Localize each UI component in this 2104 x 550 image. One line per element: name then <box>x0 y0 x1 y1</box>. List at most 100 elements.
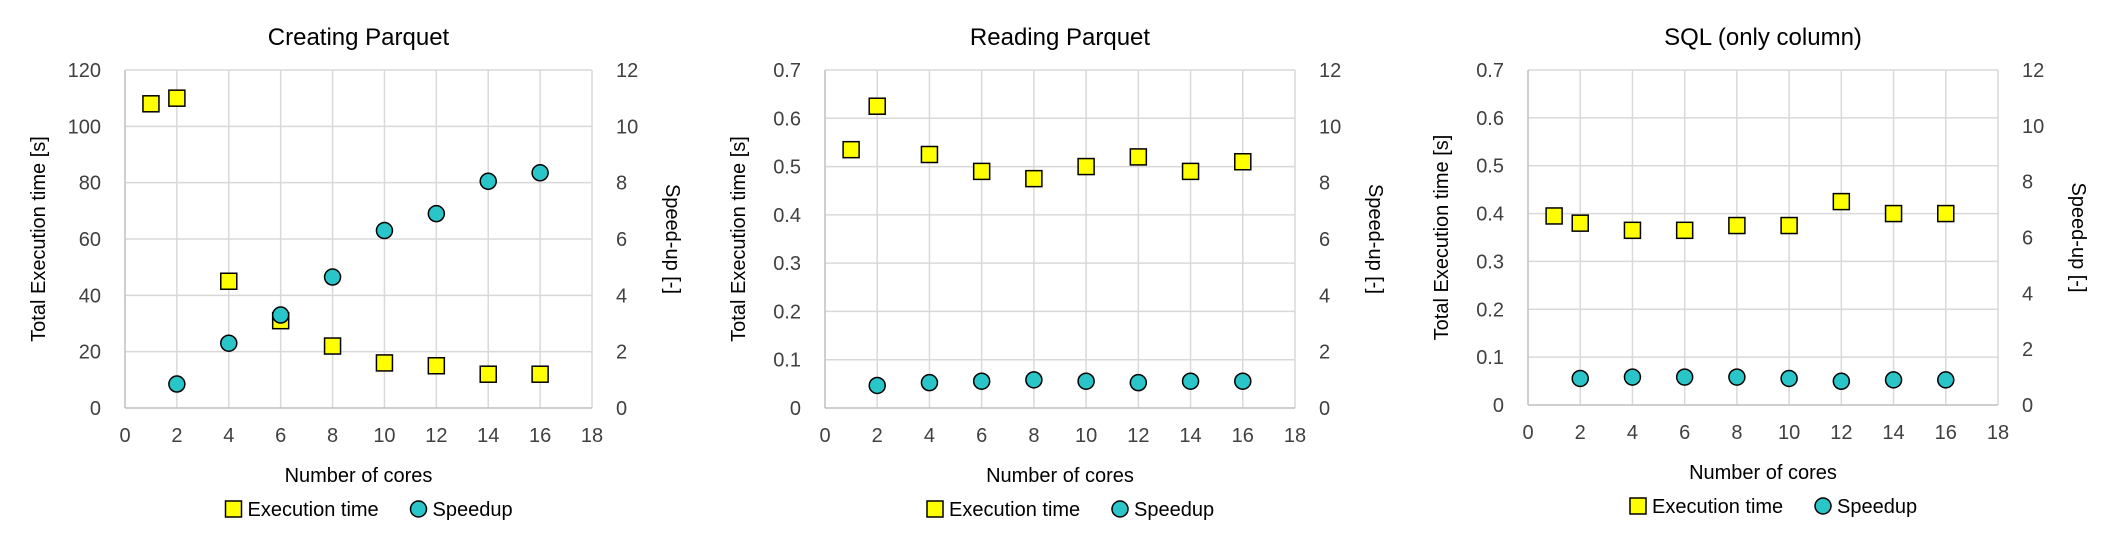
execution-time-point <box>1623 221 1642 240</box>
y2-tick-label: 8 <box>2022 172 2033 194</box>
legend-item: Speedup <box>1814 496 1917 518</box>
legend-item: Execution time <box>224 499 379 521</box>
speedup-point <box>1884 371 1903 389</box>
chart-panel-3: SQL (only column)0 2 4 6 8 10 12 14 16 1800.10.20… <box>1431 24 2089 518</box>
execution-time-point <box>868 97 886 115</box>
x-tick-label: 16 <box>1935 422 1957 444</box>
x-tick-label: 0 <box>819 425 830 447</box>
execution-time-point <box>972 162 991 181</box>
y2-tick-label: 4 <box>1319 285 1330 307</box>
y-axis-label: Total Execution time [s] <box>28 136 50 342</box>
y2-tick-label: 12 <box>1319 60 1341 82</box>
legend-square-marker <box>1629 497 1647 515</box>
y2-tick-label: 4 <box>616 285 627 307</box>
speedup-point <box>220 334 238 352</box>
execution-time-point <box>1545 207 1563 225</box>
y2-tick-label: 2 <box>2022 339 2033 361</box>
y-tick-label: 120 <box>68 60 101 82</box>
y2-tick-label: 8 <box>616 173 627 195</box>
x-axis-label: Number of cores <box>986 465 1134 487</box>
x-tick-label: 4 <box>223 425 234 447</box>
y2-tick-label: 6 <box>2022 228 2033 250</box>
y2-tick-label: 12 <box>616 60 638 82</box>
speedup-point <box>323 268 342 286</box>
speedup-point <box>375 221 394 240</box>
legend-item: Speedup <box>409 499 513 521</box>
y-tick-label: 0.4 <box>773 205 801 227</box>
y2-tick-labels: 0 2 4 6 8 10 12 <box>616 60 638 420</box>
legend-circle-marker <box>1814 497 1832 515</box>
x-tick-label: 0 <box>119 425 130 447</box>
x-axis-label: Number of cores <box>285 465 433 487</box>
speedup-point <box>868 376 886 395</box>
y2-tick-labels: 0 2 4 6 8 10 12 <box>1319 60 1341 420</box>
speedup-point <box>1832 372 1851 391</box>
execution-time-point <box>1728 216 1746 235</box>
speedup-point <box>427 204 446 223</box>
y2-axis-label: Speed-up [-] <box>2067 182 2089 292</box>
legend-label: Execution time <box>248 499 379 521</box>
y-tick-label: 40 <box>79 285 101 307</box>
y-tick-label: 20 <box>79 342 101 364</box>
x-tick-label: 6 <box>976 425 987 447</box>
x-tick-labels: 0 2 4 6 8 10 12 14 16 18 <box>819 425 1306 447</box>
y-tick-label: 100 <box>68 116 101 138</box>
execution-time-point <box>1675 221 1694 240</box>
speedup-point <box>1181 372 1200 390</box>
y2-tick-label: 10 <box>1319 116 1341 138</box>
y2-tick-label: 4 <box>2022 283 2033 305</box>
y-tick-label: 0.7 <box>773 60 801 82</box>
y-tick-label: 0.1 <box>773 350 801 372</box>
execution-time-point <box>1025 169 1043 188</box>
x-tick-label: 2 <box>872 425 883 447</box>
chart-title: Reading Parquet <box>970 24 1150 51</box>
x-tick-labels: 0 2 4 6 8 10 12 14 16 18 <box>119 425 603 447</box>
series-execution-time <box>1545 192 1955 240</box>
chart-title: Creating Parquet <box>268 24 450 51</box>
chart-panel-2: Reading Parquet 0 2 4 6 8 10 12 14 16 18 0 0.1 0.2 0.3… <box>728 24 1386 521</box>
legend-label: Speedup <box>1134 499 1214 521</box>
y-tick-label: 0 <box>1493 395 1504 417</box>
x-tick-label: 8 <box>1028 425 1039 447</box>
legend-label: Speedup <box>1837 496 1917 518</box>
speedup-point <box>1675 368 1694 386</box>
y2-tick-labels: 0 2 4 6 8 10 12 <box>2022 60 2044 417</box>
y-tick-labels: 0 0.1 0.2 0.3 0.4 0.5 0.6 0.7 <box>1476 60 1504 417</box>
legend: Execution time Speedup <box>1629 496 1917 518</box>
speedup-point <box>1571 369 1589 388</box>
series-speedup <box>1571 368 1955 391</box>
x-tick-label: 18 <box>581 425 603 447</box>
execution-time-point <box>142 95 160 113</box>
y-tick-label: 0.6 <box>1476 108 1504 130</box>
gridlines <box>825 69 1296 408</box>
legend-label: Execution time <box>1652 496 1783 518</box>
y2-tick-label: 0 <box>616 398 627 420</box>
x-tick-label: 12 <box>1830 422 1852 444</box>
legend-circle-marker <box>1111 500 1129 518</box>
execution-time-point <box>1884 204 1903 223</box>
speedup-point <box>1937 371 1955 389</box>
legend-label: Speedup <box>433 499 513 521</box>
execution-time-point <box>1129 148 1148 166</box>
legend-square-marker <box>926 500 944 518</box>
y2-tick-label: 6 <box>616 229 627 251</box>
x-tick-label: 8 <box>327 425 338 447</box>
execution-time-point <box>479 365 497 383</box>
y-tick-label: 0.7 <box>1476 60 1504 82</box>
y-tick-label: 0.3 <box>1476 251 1504 273</box>
y2-axis-label: Speed-up [-] <box>661 184 683 294</box>
chart-title: SQL (only column) <box>1664 24 1862 51</box>
legend: Execution time Speedup <box>224 499 513 521</box>
execution-time-point <box>1937 204 1955 223</box>
y-tick-label: 0.3 <box>773 253 801 275</box>
x-tick-label: 18 <box>1987 422 2009 444</box>
x-tick-labels: 0 2 4 6 8 10 12 14 16 18 <box>1522 422 2009 444</box>
speedup-point <box>1025 371 1043 389</box>
execution-time-point <box>842 140 860 159</box>
gridlines <box>1528 69 1999 405</box>
y-tick-label: 0.1 <box>1476 347 1504 369</box>
speedup-point <box>271 306 290 324</box>
speedup-point <box>1129 373 1148 392</box>
speedup-point <box>1728 368 1746 386</box>
